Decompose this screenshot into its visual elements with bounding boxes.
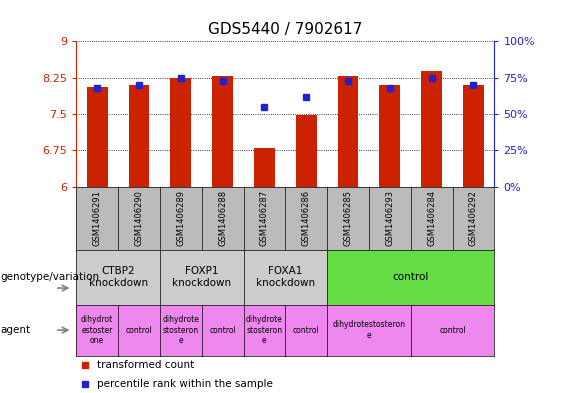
Bar [212, 76, 233, 187]
Text: GSM1406292: GSM1406292 [469, 190, 478, 246]
Text: percentile rank within the sample: percentile rank within the sample [97, 379, 273, 389]
Bar [87, 87, 107, 187]
Text: control: control [293, 326, 320, 334]
Text: GSM1406291: GSM1406291 [93, 190, 102, 246]
Text: GSM1406288: GSM1406288 [218, 190, 227, 246]
Text: GSM1406289: GSM1406289 [176, 190, 185, 246]
Text: CTBP2
knockdown: CTBP2 knockdown [89, 266, 147, 288]
Text: GSM1406293: GSM1406293 [385, 190, 394, 246]
Bar [421, 71, 442, 187]
Bar [129, 85, 149, 187]
Text: dihydrotestosteron
e: dihydrotestosteron e [332, 320, 406, 340]
Text: GSM1406285: GSM1406285 [344, 190, 353, 246]
Text: transformed count: transformed count [97, 360, 194, 370]
Text: control: control [439, 326, 466, 334]
Text: genotype/variation: genotype/variation [1, 272, 99, 282]
Text: dihydrote
stosteron
e: dihydrote stosteron e [162, 315, 199, 345]
Text: dihydrot
estoster
one: dihydrot estoster one [81, 315, 114, 345]
Bar [296, 115, 316, 187]
Bar [380, 85, 400, 187]
Title: GDS5440 / 7902617: GDS5440 / 7902617 [208, 22, 363, 37]
Text: FOXP1
knockdown: FOXP1 knockdown [172, 266, 231, 288]
Bar [338, 76, 359, 187]
Text: GSM1406287: GSM1406287 [260, 190, 269, 246]
Text: GSM1406286: GSM1406286 [302, 190, 311, 246]
Text: GSM1406290: GSM1406290 [134, 190, 144, 246]
Text: control: control [125, 326, 153, 334]
Text: GSM1406284: GSM1406284 [427, 190, 436, 246]
Text: agent: agent [1, 325, 31, 335]
Bar [254, 148, 275, 187]
Text: control: control [393, 272, 429, 282]
Text: control: control [209, 326, 236, 334]
Bar [463, 85, 484, 187]
Bar [171, 77, 191, 187]
Text: FOXA1
knockdown: FOXA1 knockdown [256, 266, 315, 288]
Text: dihydrote
stosteron
e: dihydrote stosteron e [246, 315, 283, 345]
